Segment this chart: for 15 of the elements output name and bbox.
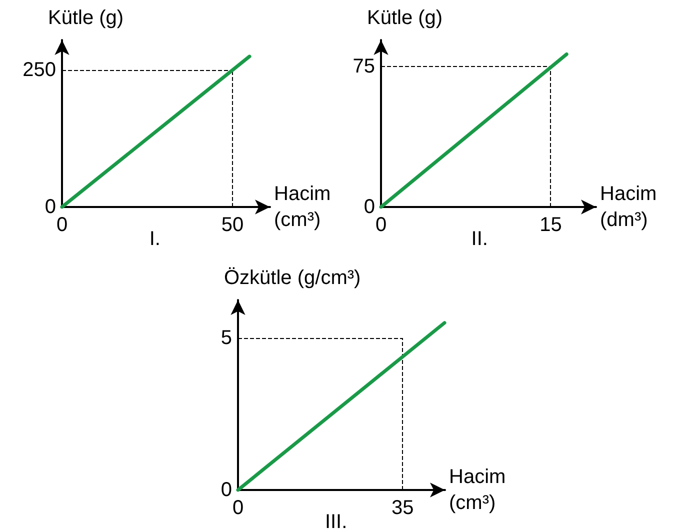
- y-axis-title: Kütle (g): [367, 7, 443, 29]
- x-axis-title: Hacim (cm³): [449, 466, 506, 514]
- text: II.: [471, 228, 488, 250]
- y-tick-label: 250: [22, 59, 56, 82]
- x-tick-label: 35: [392, 497, 414, 519]
- text: III.: [324, 511, 348, 531]
- x-axis-title: Hacim (cm³): [274, 183, 331, 231]
- y-axis-title: Kütle (g): [48, 7, 124, 29]
- x-axis-title: Hacim (dm³): [600, 183, 657, 231]
- x-tick-label: 50: [221, 214, 244, 236]
- text: I.: [149, 228, 160, 250]
- y-axis-title: Özkütle (g/cm³): [224, 267, 361, 289]
- x-tick-label: 15: [540, 214, 562, 236]
- y-tick-label: 75: [352, 55, 375, 78]
- y-tick-label: 5: [220, 327, 232, 349]
